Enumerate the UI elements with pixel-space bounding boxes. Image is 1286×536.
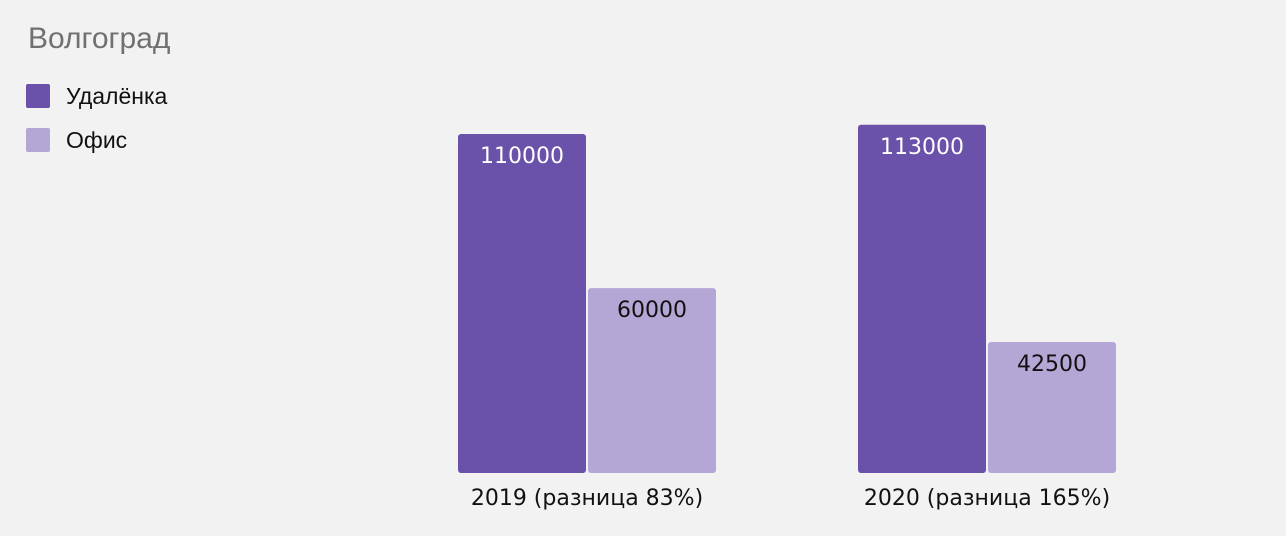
legend: Удалёнка Офис xyxy=(26,74,167,162)
legend-label-remote: Удалёнка xyxy=(66,82,168,109)
bar-0-1 xyxy=(588,288,716,473)
bar-value-label-1-0: 113000 xyxy=(880,135,964,160)
bar-value-label-0-0: 110000 xyxy=(480,144,564,169)
legend-swatch-office xyxy=(26,128,50,152)
category-label-1: 2020 (разница 165%) xyxy=(864,486,1110,511)
legend-item-remote: Удалёнка xyxy=(26,74,167,118)
chart-title: Волгоград xyxy=(28,22,171,55)
bar-value-label-0-1: 60000 xyxy=(617,298,687,323)
bar-1-1 xyxy=(988,342,1116,473)
bar-value-label-1-1: 42500 xyxy=(1017,352,1087,377)
legend-swatch-remote xyxy=(26,84,50,108)
legend-item-office: Офис xyxy=(26,118,167,162)
category-label-0: 2019 (разница 83%) xyxy=(471,486,703,511)
bar-0-0 xyxy=(458,134,586,473)
bar-1-0 xyxy=(858,124,986,473)
legend-label-office: Офис xyxy=(66,126,128,153)
